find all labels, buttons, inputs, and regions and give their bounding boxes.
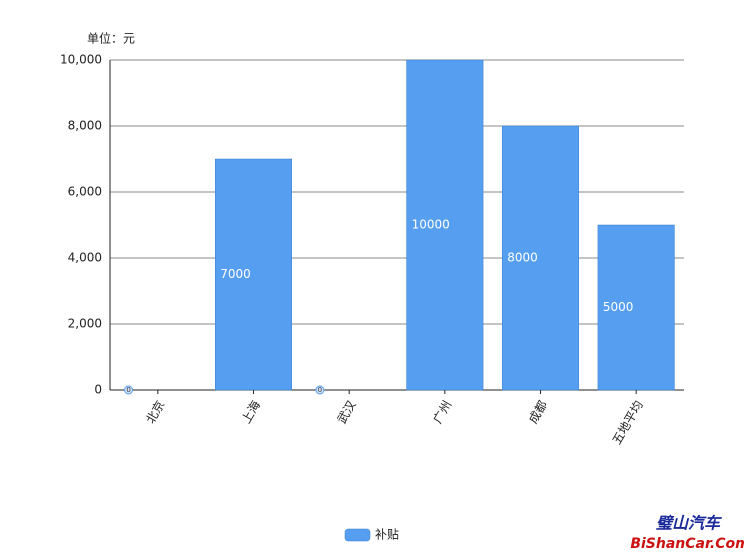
y-tick-label: 4,000 (68, 251, 102, 265)
value-label: 8000 (507, 251, 538, 265)
legend-swatch (344, 528, 371, 542)
y-tick-label: 8,000 (68, 119, 102, 133)
y-tick-label: 6,000 (68, 185, 102, 199)
legend-label: 补贴 (375, 528, 399, 542)
x-tick-label: 成都 (526, 398, 550, 426)
y-tick-label: 0 (94, 383, 102, 397)
zero-marker (315, 385, 325, 395)
value-label: 5000 (603, 300, 634, 314)
bar (214, 158, 293, 391)
x-tick-label: 五地平均 (610, 398, 646, 447)
value-label: 7000 (220, 267, 251, 281)
zero-marker (124, 385, 134, 395)
y-tick-label: 2,000 (68, 317, 102, 331)
value-label: 0 (126, 386, 130, 394)
bar (501, 125, 580, 391)
x-tick-label: 武汉 (335, 398, 359, 426)
watermark-title: 璧山汽车 (656, 514, 722, 533)
unit-label: 单位：元 (87, 31, 135, 46)
value-label: 0 (318, 386, 322, 394)
bar (597, 224, 675, 391)
value-label: 10000 (412, 218, 450, 232)
watermark-url: BiShanCar.Com (630, 536, 744, 552)
x-tick-label: 北京 (143, 398, 167, 426)
bar (406, 59, 484, 391)
x-tick-label: 上海 (238, 398, 263, 426)
y-tick-label: 10,000 (60, 53, 102, 67)
x-tick-label: 广州 (430, 398, 454, 426)
